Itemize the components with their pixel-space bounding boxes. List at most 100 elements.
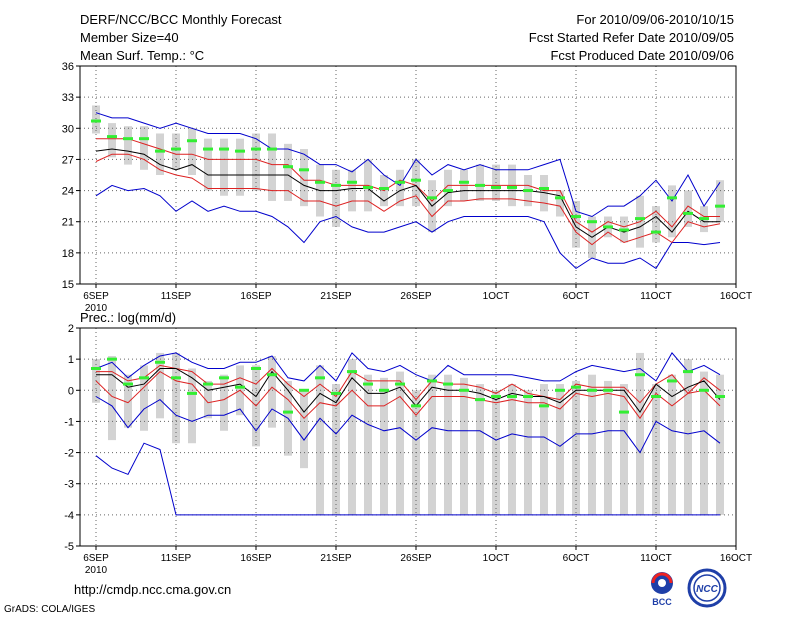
prec-range-box [108,356,116,441]
temp-range-box [268,133,276,201]
prec-ytick-label: 0 [68,385,74,397]
prec-range-box [396,371,404,515]
temp-ytick-label: 30 [62,123,74,135]
prec-panel-title: Prec.: log(mm/d) [80,310,176,325]
temp-range-box [188,128,196,175]
temp-range-box [652,206,660,243]
temp-mean-line [95,148,720,238]
temp-max-line [95,112,721,218]
prec-range-box [716,374,724,515]
prec-xtick-label: 1OCT [483,553,510,564]
forecast-title: DERF/NCC/BCC Monthly Forecast [80,12,282,27]
prec-ytick-label: -3 [64,479,74,491]
prec-ytick-label: -2 [64,448,74,460]
temp-xtick-label: 16OCT [720,291,752,302]
prec-lower-line [95,370,721,420]
temp-range-box [156,133,164,175]
prec-low_outlier-line [95,442,720,516]
temp-xtick-label: 26SEP [400,291,431,302]
temp-range-box [204,138,212,191]
prec-range-box [572,380,580,515]
temp-lower-line [95,153,721,246]
temp-range-box [284,143,292,201]
temp-range-box [396,169,404,207]
ncc-logo-icon: NCC [687,568,727,608]
temp-ytick-label: 18 [62,248,74,260]
prec-range-box [348,359,356,515]
temp-range-box [92,105,100,134]
temp-ytick-label: 15 [62,279,74,291]
prec-range-box [268,356,276,428]
temp-range-box [236,138,244,196]
ncc-logo-text: NCC [696,584,718,595]
prec-range-box [332,384,340,515]
temp-range-box [300,149,308,207]
temp-range-box [108,123,116,158]
prec-range-box [300,390,308,469]
temp-frame [79,65,737,285]
prec-xtick-label: 11SEP [161,553,192,564]
temp-ytick-label: 36 [62,61,74,73]
prec-xtick-label: 21SEP [320,553,351,564]
member-size: Member Size=40 [80,30,179,45]
temp-xtick-label: 11SEP [161,291,192,302]
temp-ytick-label: 21 [62,217,74,229]
temp-ytick-label: 27 [62,154,74,166]
temp-xtick-label: 21SEP [320,291,351,302]
temp-min-line [95,184,721,270]
temp-upper-line [96,138,720,233]
forecast-produced-date: Fcst Produced Date 2010/09/06 [550,48,734,63]
prec-range-box [652,384,660,515]
prec-upper-line [96,364,721,404]
prec-range-box [124,374,132,428]
temp-xtick-label: 1OCT [483,291,510,302]
temp-range-box [444,169,452,207]
prec-range-box [172,352,180,444]
temp-xtick-label: 6OCT [563,291,590,302]
temp-range-box [220,138,228,196]
temp-range-box [140,126,148,170]
forecast-start-date: Fcst Started Refer Date 2010/09/05 [528,30,734,45]
prec-ytick-label: -4 [64,510,74,522]
prec-xtick-label: 16SEP [240,553,271,564]
prec-range-box [684,359,692,515]
prec-range-box [444,374,452,515]
temperature-panel: 15 18 21 24 27 30 33 36 6SEP 11SEP 16SEP 21SEP 26SEP… [62,61,752,314]
prec-xtick-label: 16OCT [720,553,752,564]
prec-range-box [604,380,612,515]
prec-range-box [428,374,436,515]
website-url[interactable]: http://cmdp.ncc.cma.gov.cn [74,582,232,597]
prec-range-box [556,384,564,515]
prec-ytick-label: 1 [68,354,74,366]
prec-xtick-label: 6OCT [563,553,590,564]
temp-year-label: 2010 [85,303,108,314]
temp-range-box [684,190,692,227]
temp-range-box [716,180,724,222]
temp-xtick-label: 6SEP [83,291,109,302]
temp-ytick-label: 24 [62,186,74,198]
temp-range-box [172,133,180,170]
prec-xtick-label: 6SEP [83,553,109,564]
prec-ytick-label: -1 [64,416,74,428]
variable-label: Mean Surf. Temp.: °C [80,48,205,63]
prec-range-box [220,374,228,431]
prec-range-box [508,384,516,515]
prec-range-box [156,352,164,419]
grads-credit: GrADS: COLA/IGES [4,604,96,615]
prec-range-box [636,352,644,515]
prec-range-box [380,377,388,515]
prec-min-line [95,396,721,454]
temp-ytick-label: 33 [62,92,74,104]
prec-ytick-label: 2 [68,323,74,335]
bcc-logo-icon: BCC [651,572,673,607]
temp-range-box [476,164,484,201]
prec-range-box [476,384,484,515]
prec-year-label: 2010 [85,565,108,576]
temp-range-box [668,185,676,238]
prec-range-box [588,374,596,515]
temp-xtick-label: 11OCT [640,291,672,302]
prec-range-box [540,384,548,515]
